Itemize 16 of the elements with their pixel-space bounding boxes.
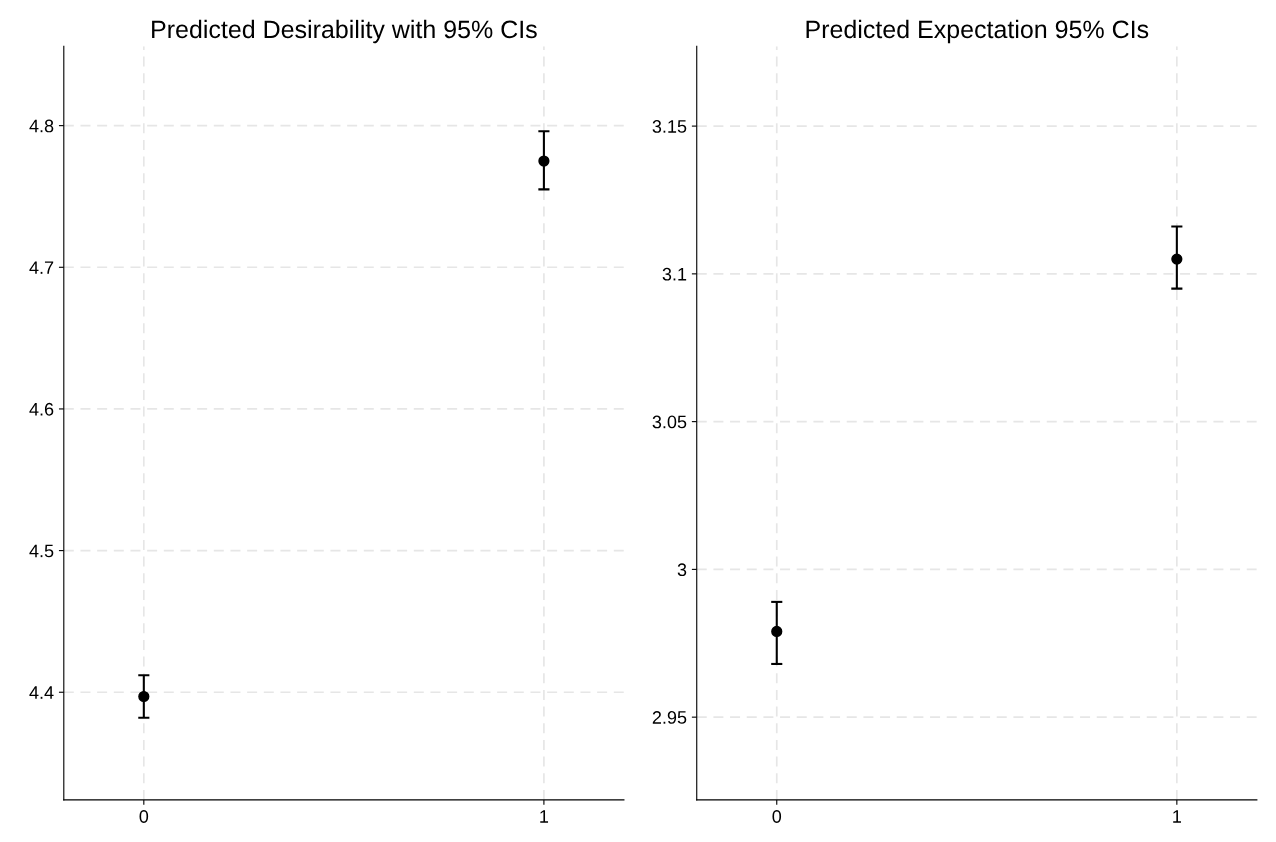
chart-title: Predicted Expectation 95% CIs bbox=[806, 19, 1149, 44]
y-tick-label: 3.15 bbox=[652, 120, 687, 133]
x-tick-label: 0 bbox=[772, 810, 782, 823]
y-tick-label: 2.95 bbox=[652, 711, 687, 724]
x-tick-label: 1 bbox=[540, 810, 549, 823]
y-tick-label: 4.5 bbox=[29, 544, 54, 558]
chart-title: Predicted Desirability with 95% CIs bbox=[152, 19, 537, 44]
y-tick-label: 4.8 bbox=[29, 119, 54, 133]
x-tick-label: 0 bbox=[139, 810, 149, 823]
y-tick-label: 4.6 bbox=[29, 402, 54, 416]
y-tick-label: 4.4 bbox=[29, 686, 54, 699]
y-tick-label: 3 bbox=[677, 563, 687, 577]
x-tick-label: 1 bbox=[1173, 810, 1181, 823]
y-tick-label: 4.7 bbox=[29, 261, 54, 274]
y-tick-label: 3.1 bbox=[662, 267, 687, 281]
y-tick-label: 3.05 bbox=[652, 415, 687, 429]
